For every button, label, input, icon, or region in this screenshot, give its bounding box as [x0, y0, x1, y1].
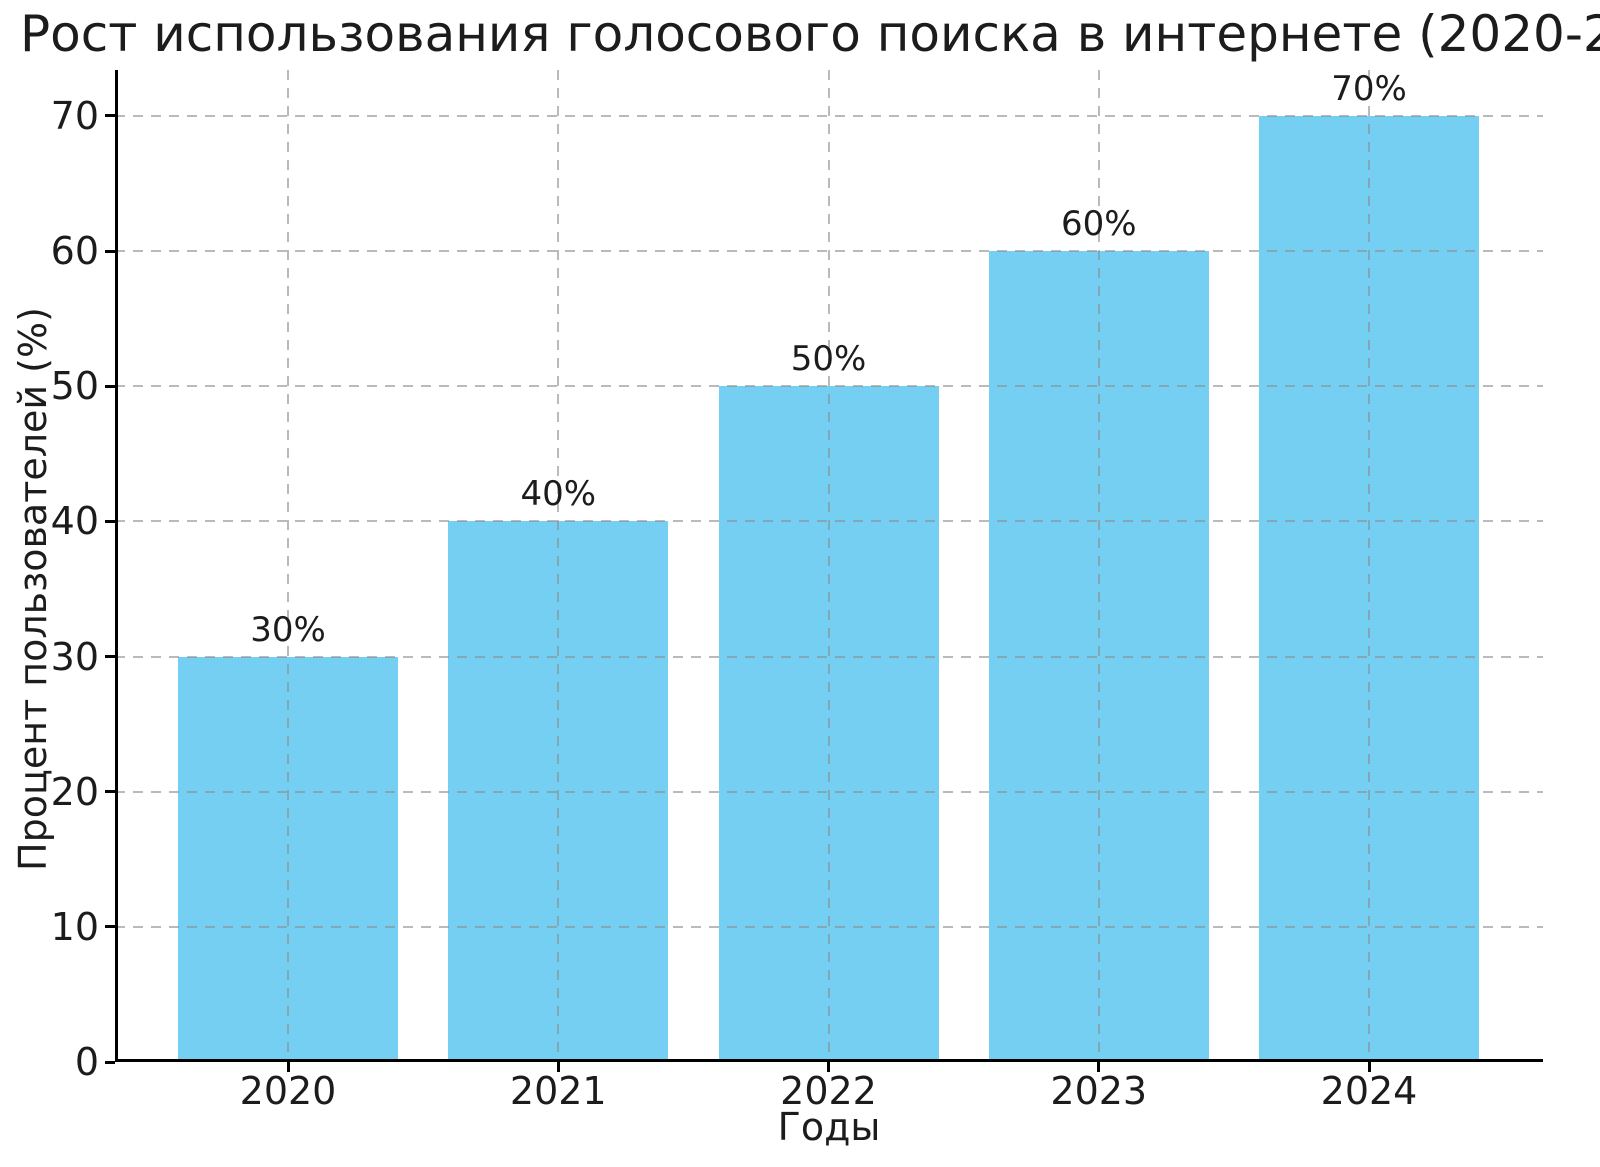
- y-axis-label: Процент пользователей (%): [11, 307, 55, 871]
- x-tick-label: 2024: [1320, 1069, 1418, 1113]
- bar-value-label: 60%: [1060, 204, 1137, 245]
- x-axis-label: Годы: [777, 1105, 881, 1149]
- x-gridline: [1097, 70, 1100, 1062]
- plot-area: 0 10 20 30 40 50 60 70 2020 30% 2021 40% 2022 50% 2023…: [51, 68, 1543, 1110]
- x-tick-mark: [556, 1062, 560, 1072]
- y-tick-label: 20: [50, 769, 99, 814]
- y-tick-label: 0: [74, 1040, 99, 1084]
- y-axis-line: [115, 70, 118, 1062]
- x-tick-mark: [1367, 1062, 1371, 1072]
- x-tick-mark: [286, 1062, 290, 1072]
- y-tick-mark: [105, 249, 115, 253]
- y-tick-mark: [105, 655, 115, 659]
- x-tick-mark: [827, 1062, 830, 1072]
- x-tick-label: 2023: [1050, 1069, 1148, 1113]
- bar-value-label: 30%: [250, 609, 326, 650]
- x-gridline: [827, 70, 830, 1062]
- y-tick-label: 40: [50, 499, 99, 544]
- x-gridline: [557, 70, 560, 1062]
- bar-value-label: 50%: [790, 339, 867, 380]
- x-gridline: [287, 70, 289, 1062]
- y-tick-mark: [105, 384, 115, 388]
- x-tick-mark: [1097, 1062, 1101, 1072]
- y-tick-mark: [105, 790, 115, 794]
- x-tick-label: 2022: [780, 1069, 877, 1113]
- y-tick-label: 60: [50, 229, 99, 274]
- y-tick-mark: [105, 519, 115, 523]
- y-tick-label: 10: [50, 904, 99, 949]
- y-tick-mark: [105, 925, 115, 929]
- y-tick-mark: [105, 114, 115, 118]
- x-axis-line: [115, 1059, 1543, 1062]
- bar-value-label: 70%: [1331, 68, 1407, 109]
- bar-value-label: 40%: [520, 474, 597, 515]
- y-tick-label: 30: [50, 634, 99, 679]
- x-tick-label: 2020: [239, 1069, 337, 1113]
- chart-title: Рост использования голосового поиска в и…: [20, 5, 1600, 63]
- x-tick-label: 2021: [509, 1069, 607, 1113]
- y-tick-label: 70: [50, 93, 99, 138]
- y-tick-label: 50: [50, 364, 99, 409]
- y-tick-mark: [105, 1060, 115, 1064]
- x-gridline: [1368, 70, 1370, 1062]
